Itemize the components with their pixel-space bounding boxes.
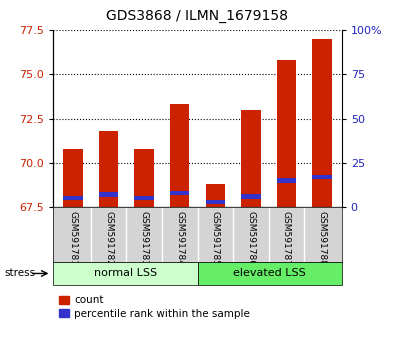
Bar — [134, 149, 154, 207]
Bar — [312, 175, 332, 179]
Text: GSM591784: GSM591784 — [175, 211, 184, 266]
Bar — [277, 60, 296, 207]
Bar — [277, 178, 296, 183]
Bar — [241, 194, 261, 199]
Text: GDS3868 / ILMN_1679158: GDS3868 / ILMN_1679158 — [107, 9, 288, 23]
Text: normal LSS: normal LSS — [94, 268, 157, 279]
Text: elevated LSS: elevated LSS — [233, 268, 306, 279]
Bar — [205, 200, 225, 204]
Bar — [134, 196, 154, 200]
Bar — [170, 104, 190, 207]
Bar — [205, 184, 225, 207]
Legend: count, percentile rank within the sample: count, percentile rank within the sample — [58, 296, 250, 319]
Text: stress: stress — [4, 268, 35, 279]
Text: GSM591782: GSM591782 — [104, 211, 113, 266]
Bar — [241, 110, 261, 207]
Bar — [99, 131, 118, 207]
Bar — [99, 193, 118, 197]
Text: GSM591787: GSM591787 — [282, 211, 291, 267]
Text: GSM591785: GSM591785 — [211, 211, 220, 267]
Bar — [63, 149, 83, 207]
Text: GSM591786: GSM591786 — [246, 211, 256, 267]
Bar — [63, 196, 83, 200]
Bar — [170, 191, 190, 195]
Text: GSM591781: GSM591781 — [68, 211, 77, 267]
Bar — [198, 262, 342, 285]
Bar — [312, 39, 332, 207]
Text: GSM591788: GSM591788 — [318, 211, 327, 267]
Bar — [53, 262, 198, 285]
Text: GSM591783: GSM591783 — [139, 211, 149, 267]
